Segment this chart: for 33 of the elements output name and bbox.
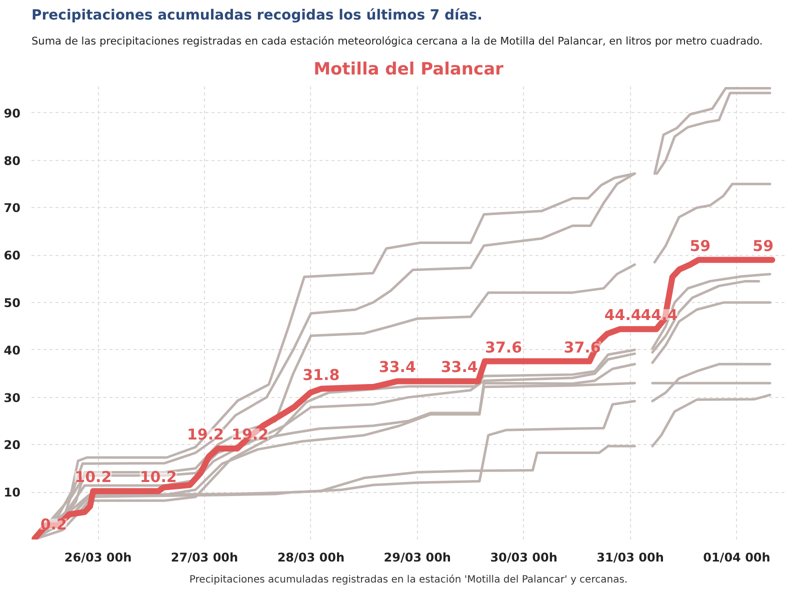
- data-label: 19.2: [232, 426, 269, 444]
- data-label: 31.8: [302, 366, 340, 384]
- y-tick-label: 20: [4, 438, 21, 452]
- chart-subtitle: Suma de las precipitaciones registradas en cada estación meteorológica cercana a la de Motilla del Palancar, en litros por metro cuadrado.: [32, 36, 763, 48]
- data-label: 44.4: [604, 306, 642, 324]
- y-tick-label: 80: [4, 154, 21, 168]
- y-tick-label: 60: [4, 248, 21, 263]
- chart-title: Precipitaciones acumuladas recogidas los últimos 7 días.: [32, 8, 482, 24]
- data-label: 33.4: [378, 358, 416, 376]
- data-label: 10.2: [74, 468, 112, 486]
- x-tick-label: 27/03 00h: [170, 550, 238, 564]
- x-tick-label: 26/03 00h: [64, 550, 132, 564]
- data-label: 44.4: [640, 306, 678, 324]
- data-label: 59: [752, 236, 774, 255]
- y-tick-label: 50: [4, 296, 21, 310]
- y-tick-label: 10: [4, 486, 21, 500]
- data-label: 19.2: [186, 426, 224, 444]
- data-label: 33.4: [440, 358, 478, 376]
- y-tick-label: 40: [4, 343, 21, 358]
- y-tick-label: 30: [4, 390, 21, 405]
- text: Precipitaciones acumuladas registradas en la estación 'Motilla del Palancar' y cercanas.: [189, 574, 628, 586]
- y-tick-label: 90: [4, 106, 21, 120]
- y-tick-label: 70: [4, 201, 21, 216]
- data-label: 37.6: [564, 338, 601, 356]
- data-label: 10.2: [140, 468, 177, 486]
- x-tick-label: 31/03 00h: [596, 550, 664, 564]
- data-label: 37.6: [485, 338, 522, 356]
- x-tick-label: 30/03 00h: [490, 550, 558, 564]
- x-tick-label: 29/03 00h: [384, 550, 451, 564]
- x-tick-label: 01/04 00h: [703, 550, 770, 564]
- x-tick-label: 28/03 00h: [277, 550, 345, 564]
- text: Motilla del Palancar: [314, 60, 504, 80]
- data-label: 59: [690, 236, 711, 255]
